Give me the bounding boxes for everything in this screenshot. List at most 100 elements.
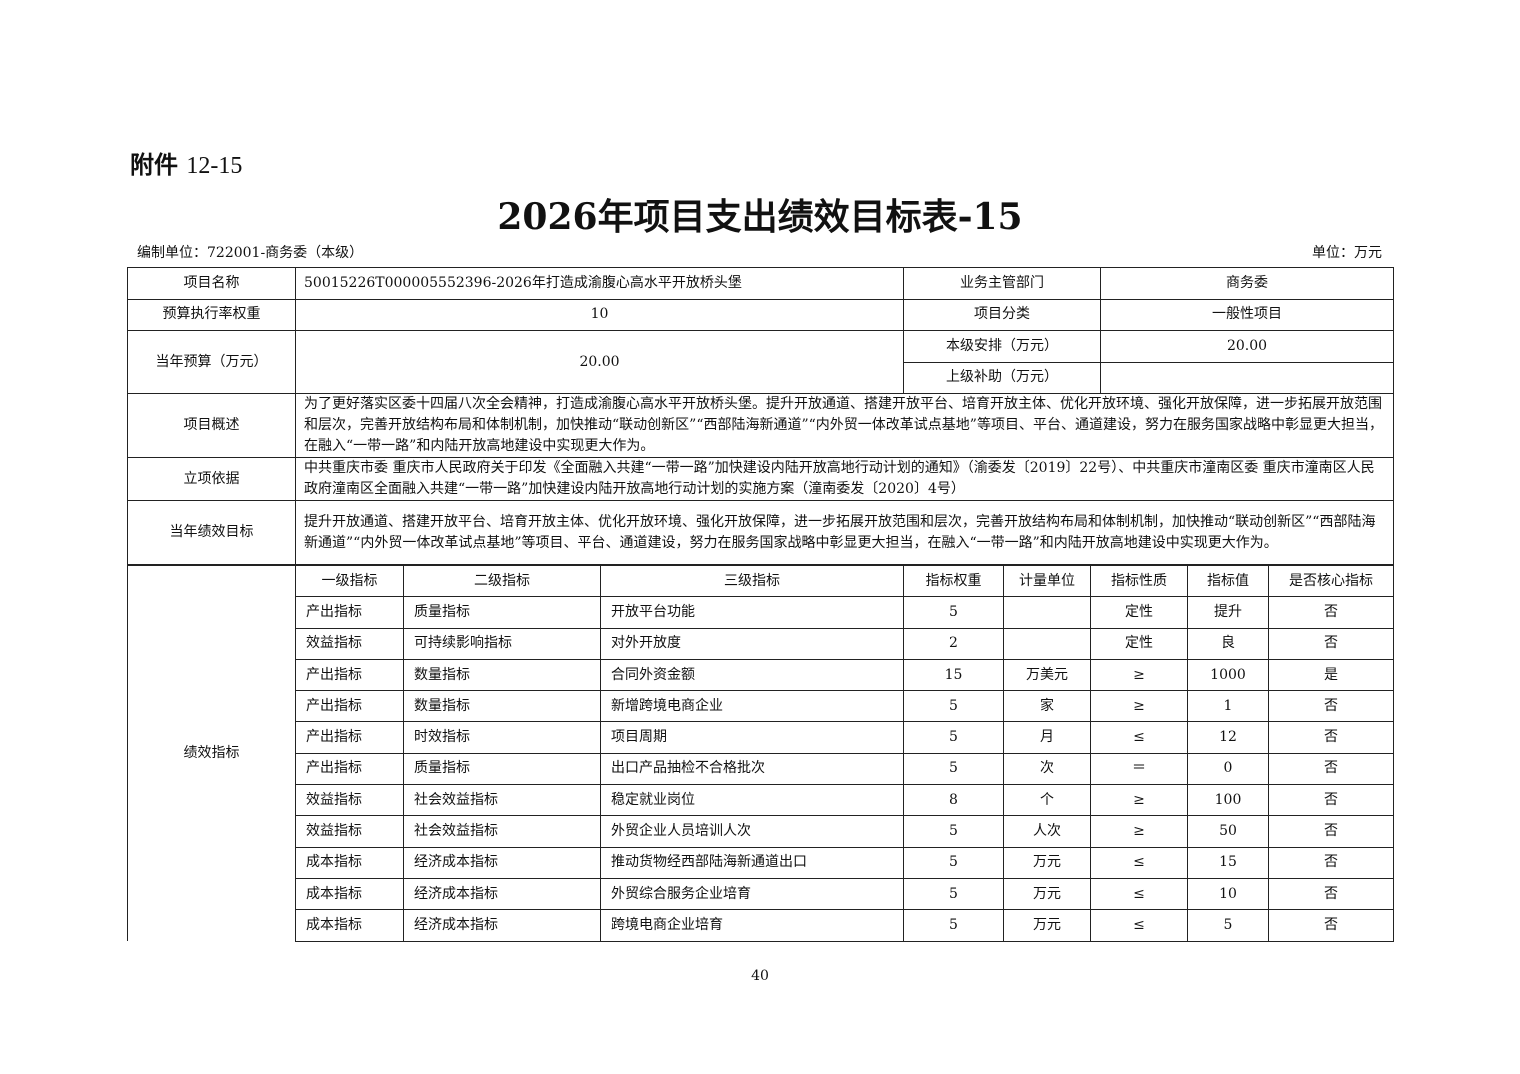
table-cell: ≥: [1090, 658, 1188, 692]
table-cell: 数量指标: [403, 658, 601, 692]
project-name: 50015226T000005552396-2026年打造成渝腹心高水平开放桥头…: [295, 267, 904, 300]
table-cell: 1: [1187, 690, 1269, 723]
table-cell: 人次: [1003, 815, 1091, 848]
dept-label: 业务主管部门: [903, 267, 1101, 300]
table-row: 效益指标 社会效益指标 外贸企业人员培训人次 5 人次 ≥50 否: [128, 815, 1394, 848]
table-cell: 可持续影响指标: [403, 627, 601, 660]
table-cell: 否: [1268, 752, 1394, 786]
table-cell: 推动货物经西部陆海新通道出口: [600, 846, 904, 879]
table-cell: 成本指标: [295, 846, 404, 879]
column-header: 三级指标: [600, 564, 904, 598]
overview-label: 项目概述: [127, 393, 296, 458]
table-cell: 经济成本指标: [403, 877, 601, 911]
table-cell: 5: [903, 721, 1004, 754]
table-cell: 月: [1003, 721, 1091, 754]
table-cell: 稳定就业岗位: [600, 784, 904, 817]
goal: 提升开放通道、搭建开放平台、培育开放主体、优化开放环境、强化开放保障，进一步拓展…: [295, 500, 1394, 565]
table-row: 成本指标 经济成本指标 推动货物经西部陆海新通道出口 5 万元 ≤15 否: [128, 846, 1394, 879]
table-row: 成本指标 经济成本指标 跨境电商企业培育 5 万元 ≤5 否: [128, 909, 1394, 942]
table-cell: 万元: [1003, 909, 1091, 942]
table-cell: 否: [1268, 721, 1394, 754]
table-cell: ≤: [1090, 909, 1188, 942]
category: 一般性项目: [1100, 298, 1394, 331]
project-info-table: 项目名称 50015226T000005552396-2026年打造成渝腹心高水平…: [127, 267, 1394, 565]
table-cell: 合同外资金额: [600, 658, 904, 692]
column-header: 指标值: [1187, 564, 1269, 598]
column-header: 是否核心指标: [1268, 564, 1394, 598]
table-cell: 经济成本指标: [403, 909, 601, 942]
table-cell: 15: [903, 658, 1004, 692]
table-cell: ＝: [1090, 752, 1188, 786]
table-cell: 经济成本指标: [403, 846, 601, 879]
upper-label: 上级补助（万元）: [903, 361, 1101, 394]
table-cell: 产出指标: [295, 721, 404, 754]
indicator-header-row: 绩效指标 一级指标 二级指标 三级指标 指标权重 计量单位 指标性质 指标值 是否核心指标: [127, 564, 1394, 942]
table-cell: 效益指标: [295, 627, 404, 660]
compiling-unit: 编制单位：722001-商务委（本级）: [137, 245, 364, 261]
table-cell: 出口产品抽检不合格批次: [600, 752, 904, 786]
table-cell: 社会效益指标: [403, 815, 601, 848]
currency-unit: 单位：万元: [1312, 245, 1382, 261]
attachment-label: 附件 12-15: [130, 150, 243, 179]
overview: 为了更好落实区委十四届八次全会精神，打造成渝腹心高水平开放桥头堡。提升开放通道、…: [295, 393, 1394, 458]
project-name-label: 项目名称: [127, 267, 296, 300]
table-cell: 1000: [1187, 658, 1269, 692]
dept: 商务委: [1100, 267, 1394, 300]
column-header: 二级指标: [403, 564, 601, 598]
table-cell: 100: [1187, 784, 1269, 817]
table-cell: 开放平台功能: [600, 596, 904, 629]
table-cell: 效益指标: [295, 815, 404, 848]
table-row: 成本指标 经济成本指标 外贸综合服务企业培育 5 万元 ≤10 否: [128, 877, 1394, 911]
table-cell: 50: [1187, 815, 1269, 848]
basis: 中共重庆市委 重庆市人民政府关于印发《全面融入共建“一带一路”加快建设内陆开放高…: [295, 457, 1394, 501]
table-cell: 社会效益指标: [403, 784, 601, 817]
upper: [1100, 361, 1394, 394]
table-cell: 万元: [1003, 846, 1091, 879]
weight: 10: [295, 298, 904, 331]
table-cell: 良: [1187, 627, 1269, 660]
table-cell: 5: [903, 752, 1004, 786]
table-cell: 家: [1003, 690, 1091, 723]
table-row: 产出指标 质量指标 出口产品抽检不合格批次 5 次＝ 0 否: [128, 752, 1394, 786]
page-title: 2026年项目支出绩效目标表-15: [497, 196, 1023, 238]
table-cell: ≥: [1090, 690, 1188, 723]
table-cell: 产出指标: [295, 596, 404, 629]
table-cell: ≤: [1090, 846, 1188, 879]
table-cell: 个: [1003, 784, 1091, 817]
page-number: 40: [751, 968, 769, 984]
table-cell: 否: [1268, 846, 1394, 879]
table-cell: 8: [903, 784, 1004, 817]
table-cell: ≥: [1090, 784, 1188, 817]
goal-label: 当年绩效目标: [127, 500, 296, 565]
table-cell: 时效指标: [403, 721, 601, 754]
table-cell: [1003, 627, 1091, 660]
table-cell: 否: [1268, 627, 1394, 660]
table-row: 产出指标 质量指标 开放平台功能 5 定性 提升否: [128, 596, 1394, 629]
table-cell: 产出指标: [295, 690, 404, 723]
table-cell: 产出指标: [295, 658, 404, 692]
table-cell: 对外开放度: [600, 627, 904, 660]
table-cell: 跨境电商企业培育: [600, 909, 904, 942]
table-cell: 2: [903, 627, 1004, 660]
table-cell: [1003, 596, 1091, 629]
table-cell: 质量指标: [403, 752, 601, 786]
table-cell: 外贸综合服务企业培育: [600, 877, 904, 911]
table-cell: 万元: [1003, 877, 1091, 911]
table-cell: 否: [1268, 784, 1394, 817]
table-cell: 5: [903, 909, 1004, 942]
table-cell: 否: [1268, 909, 1394, 942]
table-cell: 否: [1268, 690, 1394, 723]
table-cell: 12: [1187, 721, 1269, 754]
table-cell: 15: [1187, 846, 1269, 879]
indicators-table: 绩效指标 一级指标 二级指标 三级指标 指标权重 计量单位 指标性质 指标值 是否核心指标 产出指…: [127, 564, 1394, 942]
table-row: 产出指标 数量指标 合同外资金额 15 万美元 ≥1000 是: [128, 658, 1394, 692]
table-cell: 否: [1268, 877, 1394, 911]
table-cell: 效益指标: [295, 784, 404, 817]
table-cell: 5: [903, 846, 1004, 879]
table-cell: 是: [1268, 658, 1394, 692]
table-cell: ≤: [1090, 721, 1188, 754]
table-cell: 次: [1003, 752, 1091, 786]
table-row: 产出指标 数量指标 新增跨境电商企业 5 家 ≥1 否: [128, 690, 1394, 723]
budget: 20.00: [295, 330, 904, 394]
table-row: 效益指标 社会效益指标 稳定就业岗位 8 个 ≥100 否: [128, 784, 1394, 817]
